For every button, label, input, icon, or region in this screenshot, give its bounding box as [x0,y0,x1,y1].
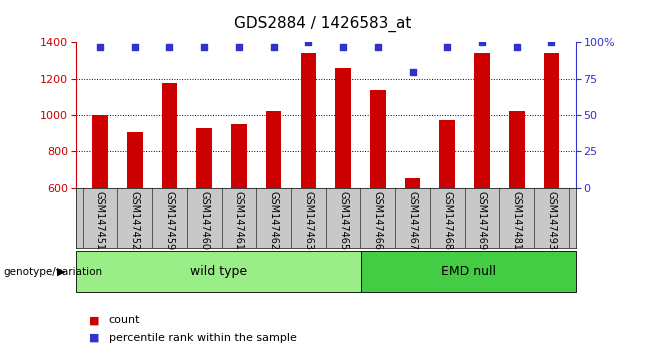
Text: percentile rank within the sample: percentile rank within the sample [109,333,297,343]
Point [199,44,209,50]
Text: GSM147452: GSM147452 [130,190,139,250]
Bar [509,110,524,188]
Text: GSM147461: GSM147461 [234,190,244,250]
Point [303,40,314,45]
Bar [231,124,247,188]
Bar [336,68,351,188]
Bar [544,53,559,188]
Text: ▶: ▶ [57,267,65,277]
Text: GSM147481: GSM147481 [512,190,522,250]
Text: count: count [109,315,140,325]
Point [546,40,557,45]
Point [442,44,453,50]
Point [234,44,244,50]
Bar [474,53,490,188]
Bar [370,90,386,188]
Bar [196,128,212,188]
Point [511,44,522,50]
Text: GSM147467: GSM147467 [407,190,418,250]
Text: GSM147460: GSM147460 [199,190,209,250]
Text: GSM147462: GSM147462 [268,190,278,250]
Bar [405,178,420,188]
Bar [76,251,361,292]
Bar [127,132,143,188]
Point [268,44,279,50]
Text: GSM147466: GSM147466 [373,190,383,250]
Bar [92,115,108,188]
Text: wild type: wild type [190,265,247,278]
Point [338,44,348,50]
Bar [162,83,177,188]
Point [164,44,175,50]
Point [476,40,487,45]
Point [130,44,140,50]
Text: GSM147465: GSM147465 [338,190,348,250]
Point [407,69,418,74]
Point [372,44,383,50]
Text: GSM147468: GSM147468 [442,190,452,250]
Text: GSM147451: GSM147451 [95,190,105,250]
Text: EMD null: EMD null [441,265,496,278]
Text: GSM147469: GSM147469 [477,190,487,250]
Text: genotype/variation: genotype/variation [3,267,103,277]
Text: GSM147463: GSM147463 [303,190,313,250]
Text: ■: ■ [89,315,99,325]
Text: GDS2884 / 1426583_at: GDS2884 / 1426583_at [234,16,411,32]
Text: GSM147459: GSM147459 [164,190,174,250]
Point [95,44,105,50]
Bar [440,120,455,188]
Bar [361,251,576,292]
Bar [266,112,282,188]
Text: GSM147493: GSM147493 [546,190,557,250]
Bar [301,53,316,188]
Text: ■: ■ [89,333,99,343]
